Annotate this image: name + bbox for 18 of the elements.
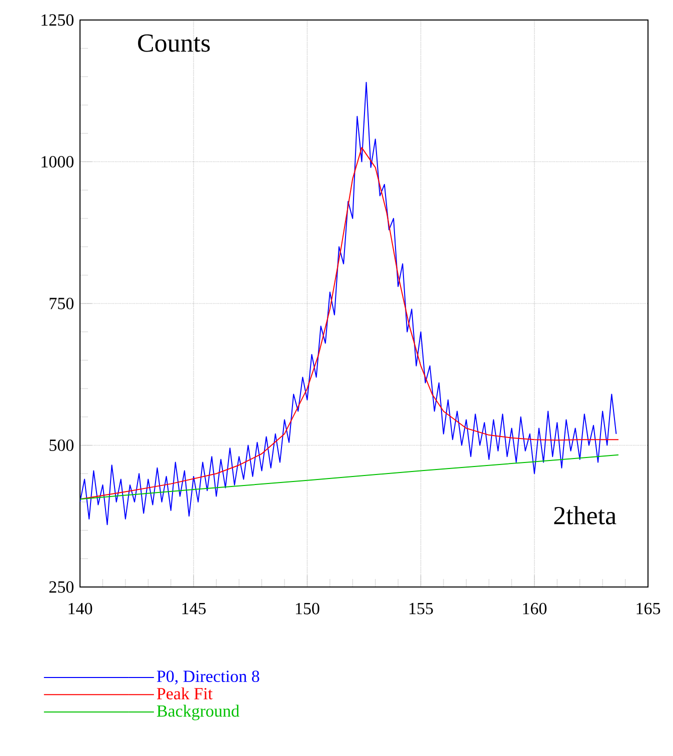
y-tick-label: 1000 [42, 156, 74, 168]
legend-label: P0, Direction 8 [156, 670, 260, 685]
x-axis-title: 2theta [554, 506, 616, 524]
legend-label: Peak Fit [156, 687, 213, 700]
y-tick-label: 500 [50, 440, 74, 451]
x-tick-label: 140 [68, 602, 92, 614]
x-tick-label: 150 [296, 602, 320, 614]
line-series [80, 82, 617, 526]
x-tick-label: 145 [182, 602, 206, 614]
y-tick-label: 750 [50, 298, 74, 310]
x-tick-label: 160 [523, 602, 547, 614]
y-tick-label: 250 [49, 581, 74, 593]
x-tick-label: 155 [410, 602, 433, 614]
y-tick-label: 1250 [42, 14, 74, 26]
legend-label: Background [156, 704, 240, 720]
y-axis-title: Counts [138, 34, 210, 52]
line-series [80, 454, 619, 500]
x-tick-label: 165 [636, 602, 660, 614]
